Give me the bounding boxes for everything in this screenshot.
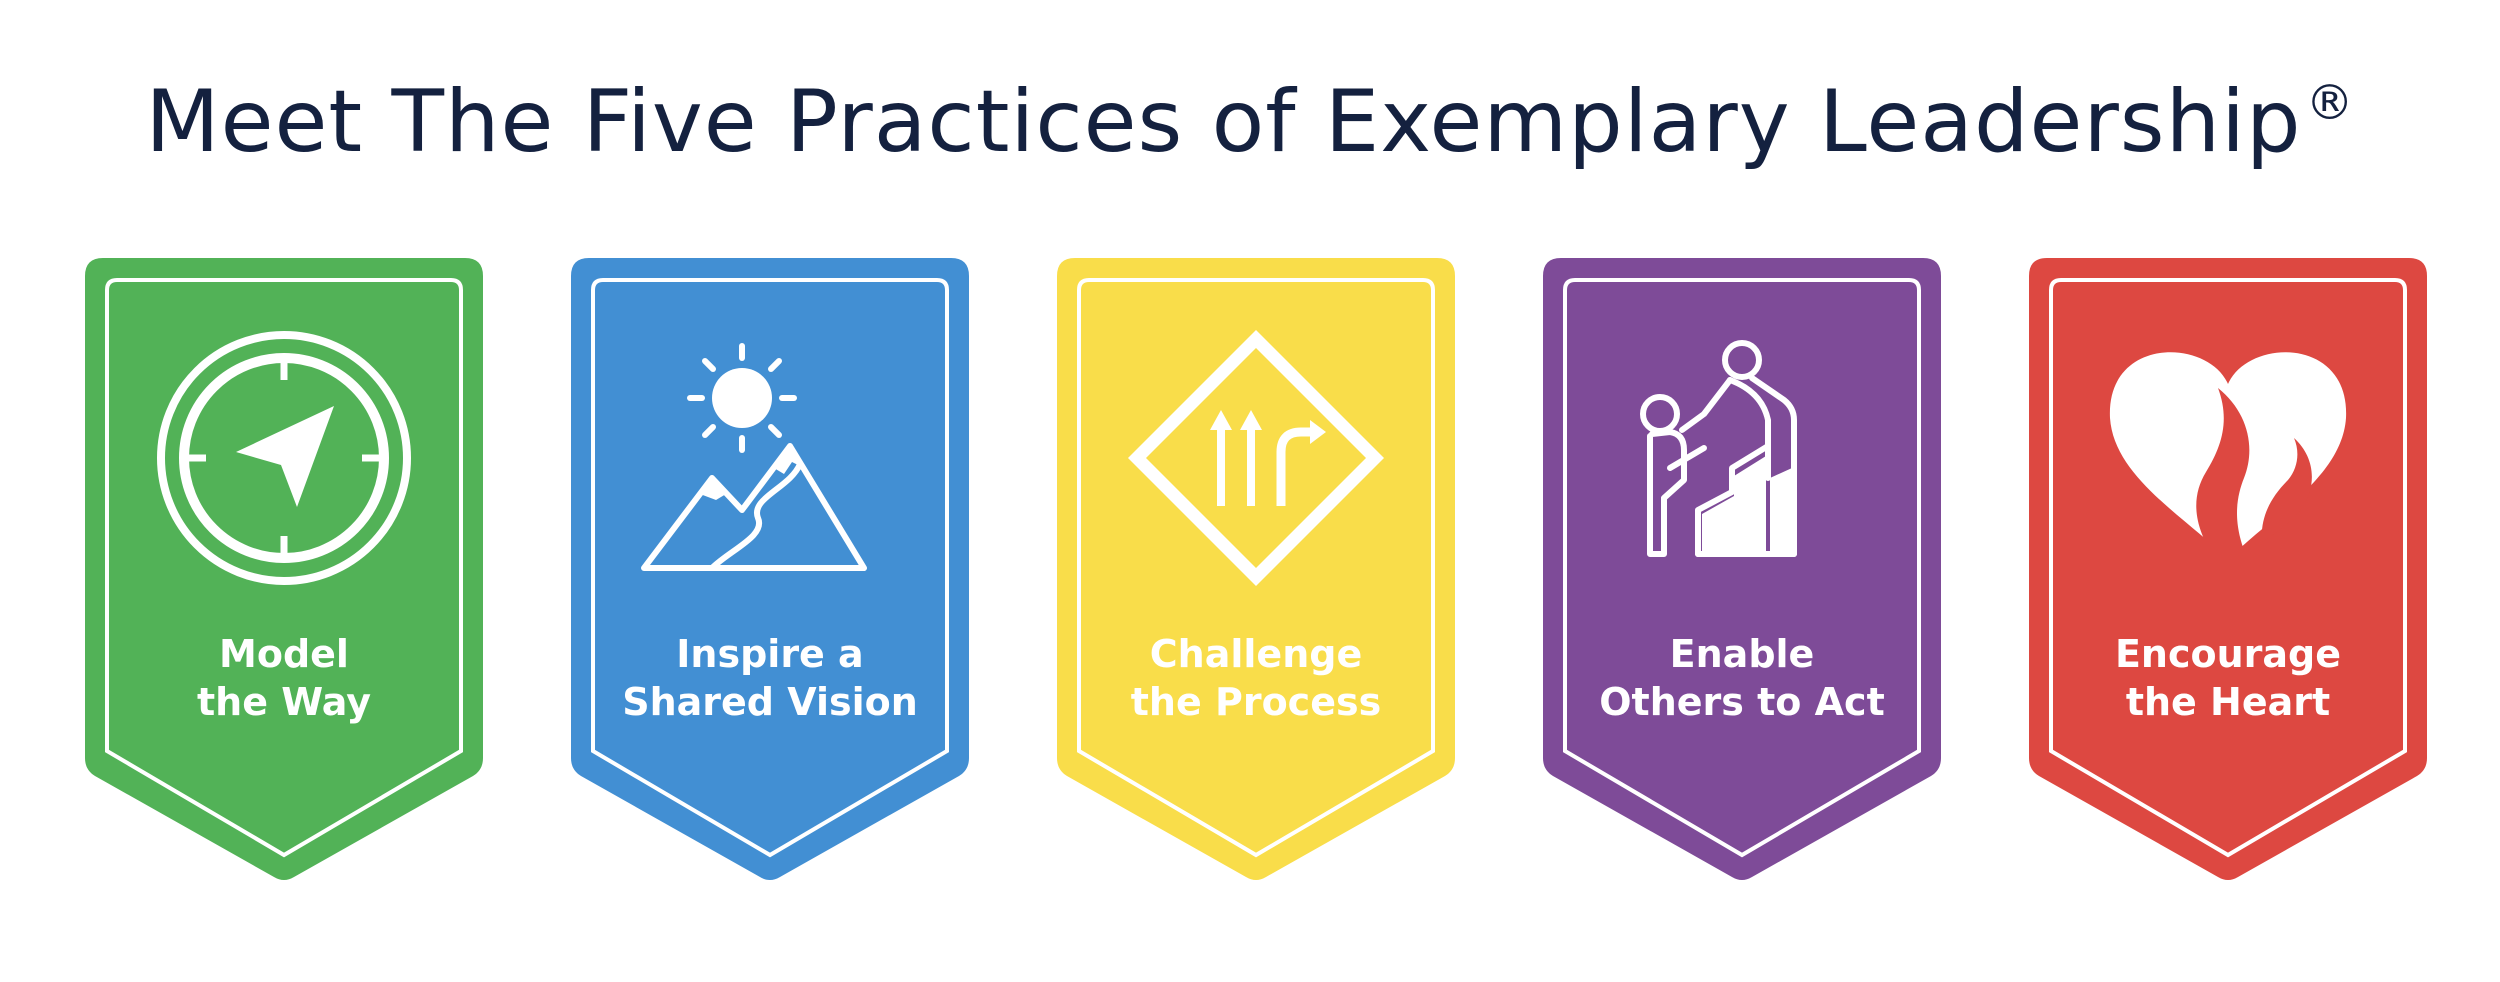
sun-mountain-icon	[641, 343, 867, 571]
practice-label: Challenge the Process	[1057, 630, 1455, 726]
practice-label: Inspire a Shared Vision	[571, 630, 969, 726]
practice-label: Model the Way	[85, 630, 483, 726]
heart-flame-icon	[2109, 352, 2347, 560]
practice-label: Enable Others to Act	[1543, 630, 1941, 726]
practice-inspire-a-shared-vision: Inspire a Shared Vision	[571, 258, 969, 883]
label-line-2: Shared Vision	[622, 680, 918, 724]
road-sign-arrows-icon	[1128, 330, 1384, 586]
label-line-1: Encourage	[2114, 632, 2342, 676]
practice-encourage-the-heart: Encourage the Heart	[2029, 258, 2427, 883]
practice-model-the-way: Model the Way	[85, 258, 483, 883]
label-line-1: Model	[219, 632, 349, 676]
helping-hand-climb-icon	[1640, 340, 1797, 557]
label-line-2: Others to Act	[1599, 680, 1885, 724]
compass-icon	[157, 331, 411, 585]
label-line-2: the Way	[196, 680, 372, 724]
label-line-1: Enable	[1669, 632, 1815, 676]
label-line-2: the Heart	[2125, 680, 2331, 724]
page-title-text: Meet The Five Practices of Exemplary Lea…	[145, 72, 2302, 172]
label-line-1: Challenge	[1149, 632, 1363, 676]
page-title: Meet The Five Practices of Exemplary Lea…	[0, 48, 2500, 177]
label-line-2: the Process	[1130, 680, 1382, 724]
registered-mark: ®	[2305, 75, 2355, 131]
practice-challenge-the-process: Challenge the Process	[1057, 258, 1455, 883]
practice-enable-others-to-act: Enable Others to Act	[1543, 258, 1941, 883]
pennant-shape	[85, 258, 483, 880]
label-line-1: Inspire a	[676, 632, 864, 676]
practice-label: Encourage the Heart	[2029, 630, 2427, 726]
